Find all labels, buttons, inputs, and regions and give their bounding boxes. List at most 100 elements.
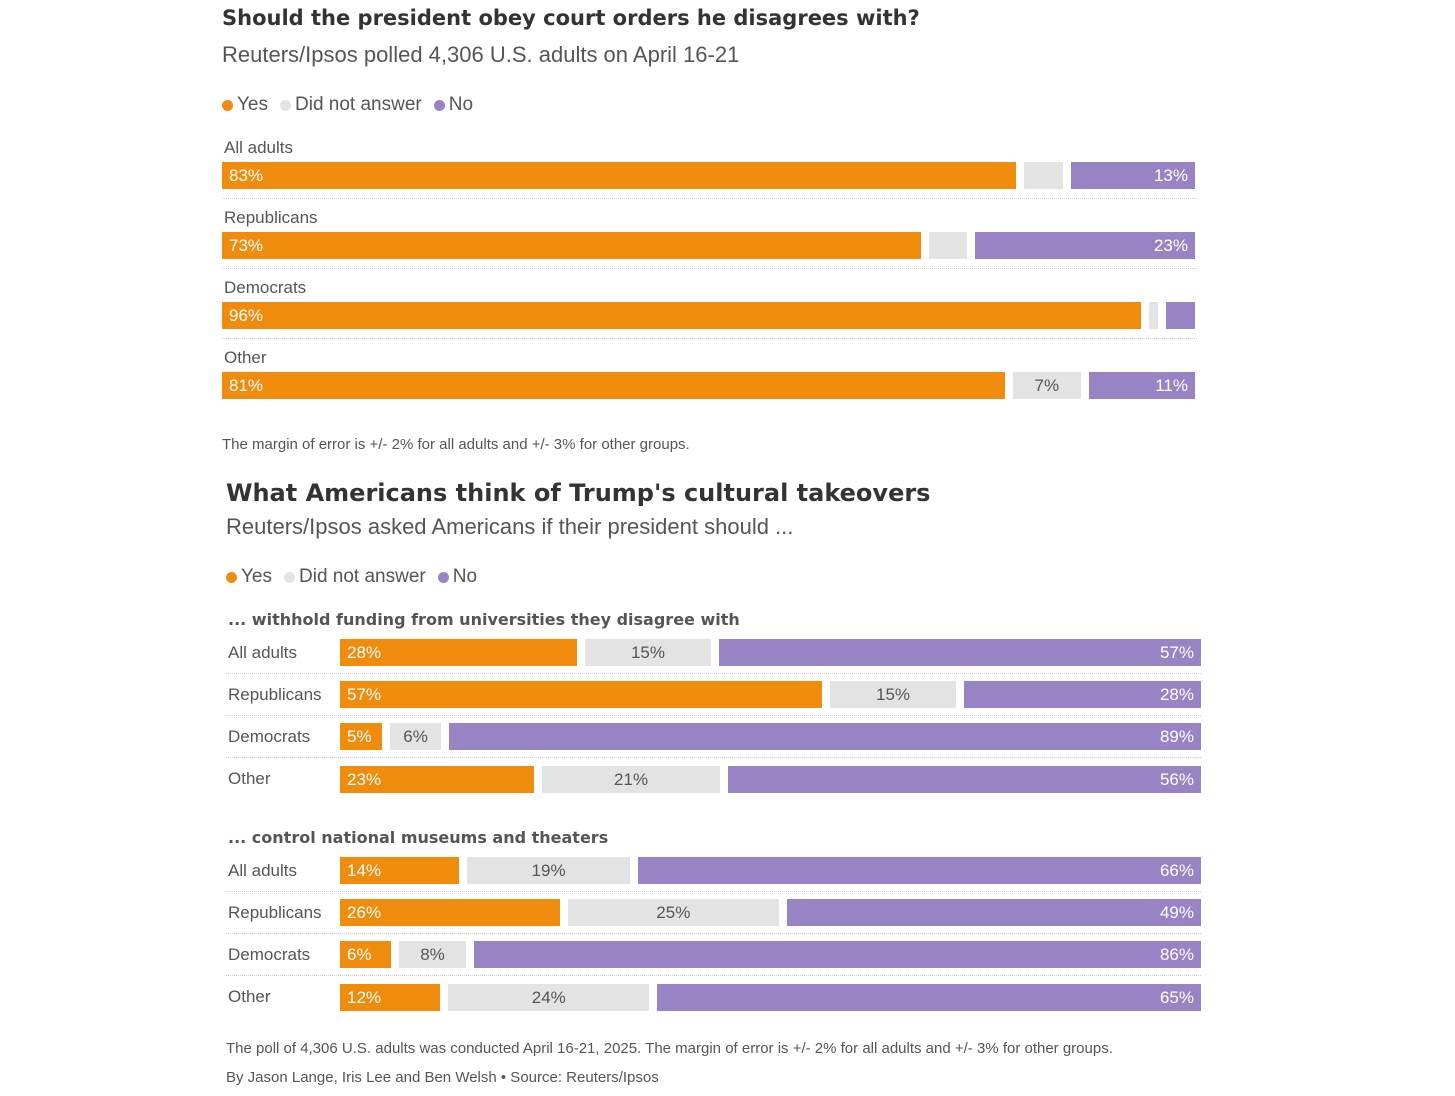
bar-row: Democrats 96% (222, 269, 1197, 339)
segment-gap (649, 983, 658, 1011)
bar-row: All adults 83% 13% (222, 129, 1197, 199)
data-label: 21% (614, 769, 649, 789)
legend-label-no: No (448, 94, 474, 115)
row-label: Democrats (228, 944, 311, 964)
bar-segment-yes: 12% (340, 983, 441, 1011)
stacked-bar: 28% 15% 57% (340, 639, 1201, 666)
row-label: Republicans (228, 684, 322, 704)
segment-gap (719, 765, 728, 793)
data-label: 23% (347, 769, 382, 789)
data-label: 15% (630, 643, 665, 662)
bar-segment-yes: 23% (340, 765, 535, 793)
segment-gap (956, 681, 965, 708)
bar-groups: ... withhold funding from universities t… (226, 610, 1201, 1018)
segment-gap (629, 857, 638, 884)
chart-title: Should the president obey court orders h… (222, 6, 920, 30)
segment-gap (711, 639, 720, 666)
bar-row: Republicans 26% 25% 49% (226, 892, 1201, 934)
group-title: ... withhold funding from universities t… (228, 610, 740, 629)
segment-gap (459, 857, 468, 884)
bar-segment-na: 21% (542, 765, 720, 793)
data-label: 96% (229, 306, 264, 325)
bar-row: Democrats 5% 6% 89% (226, 716, 1201, 758)
stacked-bar: 12% 24% 65% (340, 983, 1201, 1011)
segment-gap (1016, 162, 1025, 189)
data-label: 57% (347, 685, 382, 704)
data-label: 28% (1159, 685, 1194, 704)
credit-line: By Jason Lange, Iris Lee and Ben Welsh •… (226, 1069, 659, 1086)
chart-court-orders: Should the president obey court orders h… (222, 4, 1197, 409)
row-label: All adults (224, 138, 293, 157)
segment-gap (390, 941, 399, 968)
bar-segment-yes: 83% (222, 162, 1017, 189)
bar-row: All adults 28% 15% 57% (226, 632, 1201, 674)
bar-row: Republicans 57% 15% 28% (226, 674, 1201, 716)
bar-segment-yes: 57% (340, 681, 822, 708)
legend-dot-did-not-answer (284, 571, 295, 583)
segment-gap (821, 681, 830, 708)
data-label: 6% (403, 727, 428, 746)
stacked-bar: 6% 8% 86% (340, 941, 1201, 968)
bar-segment-yes: 81% (222, 372, 1005, 399)
row-label: Democrats (228, 726, 311, 746)
bar-segment-no: 89% (448, 723, 1201, 750)
data-label: 5% (347, 727, 372, 746)
group-title: ... control national museums and theater… (228, 828, 609, 847)
data-label: 57% (1159, 643, 1194, 662)
data-label: 28% (347, 643, 382, 662)
legend-dot-yes (226, 571, 237, 583)
data-label: 83% (229, 166, 264, 185)
segment-gap (1140, 302, 1149, 329)
data-label: 56% (1159, 769, 1194, 789)
legend-item-did-not-answer: Did not answer (280, 94, 422, 116)
bar-group: ... control national museums and theater… (226, 828, 1201, 1018)
bar-row: Other 23% 21% 56% (226, 758, 1201, 800)
bar-segment-yes: 6% (340, 941, 391, 968)
row-label: Republicans (228, 902, 322, 922)
segment-gap (382, 723, 391, 750)
segment-gap (1158, 302, 1167, 329)
legend-label-yes: Yes (237, 94, 268, 115)
stacked-bar: 14% 19% 66% (340, 857, 1201, 884)
bar-segment-no: 66% (637, 857, 1201, 884)
legend-dot-did-not-answer (280, 99, 291, 111)
bar-segment-yes: 73% (222, 232, 921, 259)
legend-label-yes: Yes (241, 566, 272, 587)
segment-gap (466, 941, 475, 968)
segment-gap (778, 899, 787, 926)
data-label: 13% (1153, 166, 1188, 185)
bar-segment-na: 15% (829, 681, 957, 708)
data-label: 6% (347, 945, 372, 964)
bar-segment-na: 25% (567, 899, 779, 926)
bar-segment-yes: 28% (340, 639, 577, 666)
segment-gap (440, 723, 449, 750)
bar-segment-na: 24% (448, 983, 650, 1011)
bar-segment-na: 8% (398, 941, 467, 968)
chart-subtitle: Reuters/Ipsos asked Americans if their p… (226, 514, 794, 539)
row-label: Republicans (224, 208, 318, 227)
segment-gap (1005, 372, 1013, 399)
bar-row: Democrats 6% 8% 86% (226, 934, 1201, 976)
row-label: All adults (228, 860, 297, 880)
data-label: 23% (1153, 236, 1188, 255)
data-label: 81% (229, 376, 264, 395)
bar-segment-no (1166, 302, 1195, 329)
data-label: 7% (1034, 376, 1060, 395)
segment-gap (559, 899, 568, 926)
data-label: 73% (229, 236, 264, 255)
segment-gap (1062, 162, 1071, 189)
segment-gap (534, 765, 543, 793)
bar-segment-na: 7% (1013, 372, 1081, 399)
bar-segment-yes: 96% (222, 302, 1141, 329)
bar-segment-na: 19% (467, 857, 630, 884)
legend-item-yes: Yes (226, 566, 272, 588)
stacked-bar: 57% 15% 28% (340, 681, 1201, 708)
row-label: Other (228, 987, 271, 1006)
bar-segment-na (1148, 302, 1159, 329)
stacked-bar: 23% 21% 56% (340, 765, 1201, 793)
stacked-bar: 5% 6% 89% (340, 723, 1201, 750)
data-label: 12% (347, 987, 382, 1007)
bar-rows: All adults 83% 13% Republicans 73% 23% Democra… (222, 129, 1197, 409)
data-label: 19% (531, 861, 566, 880)
margin-note: The margin of error is +/- 2% for all ad… (222, 436, 690, 453)
